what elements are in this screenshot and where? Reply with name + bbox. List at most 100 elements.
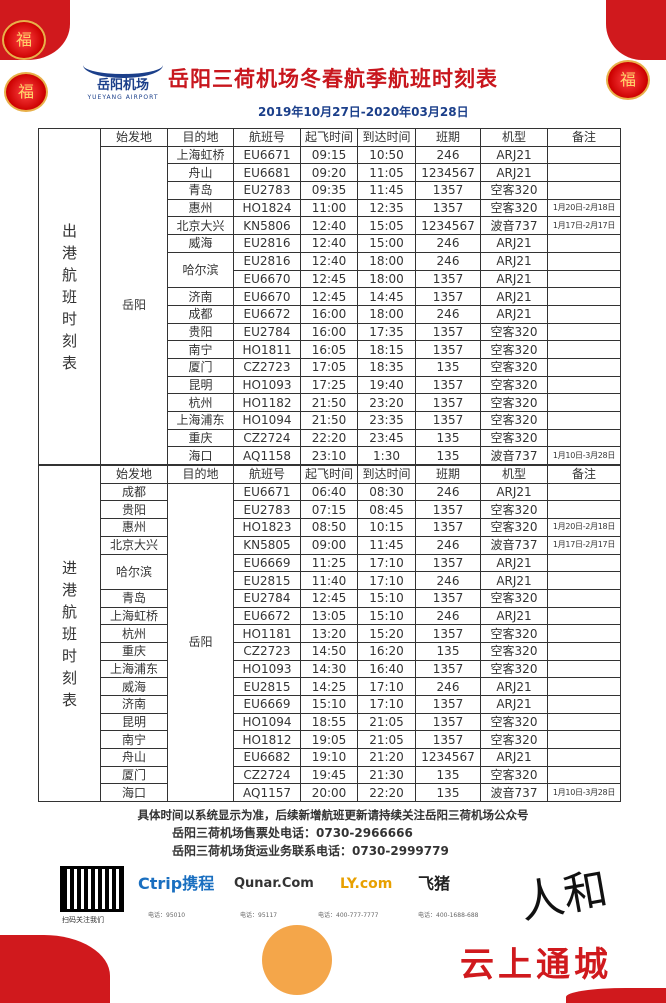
qr-code[interactable] (60, 866, 124, 912)
cell: HO1094 (233, 712, 301, 732)
city-cell: 杭州 (100, 624, 168, 643)
decoration-bottom-right (566, 988, 666, 1003)
city-cell: 重庆 (167, 428, 234, 448)
table-row: 重庆 CZ2724 22:20 23:45 135 空客320 (39, 428, 621, 448)
cell: 16:20 (357, 641, 416, 661)
column-header: 航班号 (233, 465, 301, 484)
partner-ly-logo: LY.com (340, 876, 393, 892)
lantern-char: 福 (15, 30, 32, 49)
table-row: 哈尔滨 EU2816 12:40 18:00 246 ARJ21 (39, 251, 621, 289)
cell: 1234567 (415, 748, 481, 767)
departures-table: 出港航班时刻表 始发地 目的地 航班号 起飞时间 到达时间 班期 机型 备注 岳阳 上海虹桥 EU66… (38, 127, 621, 466)
cell: 246 (415, 677, 481, 696)
cell: HO1823 (233, 518, 301, 537)
cell: 12:40 (300, 234, 358, 253)
cell: EU6671 (233, 145, 301, 165)
cell: 1357 (415, 518, 481, 537)
column-header: 始发地 (100, 128, 168, 147)
section-label: 进港航班时刻表 (38, 465, 101, 803)
cell: 1357 (415, 712, 481, 732)
city-cell: 上海虹桥 (167, 145, 234, 165)
cell: 246 (415, 251, 481, 271)
cell (547, 748, 621, 767)
cell (547, 606, 621, 626)
cell: 09:00 (300, 535, 358, 555)
cell: 08:50 (300, 518, 358, 537)
table-row: 杭州 HO1182 21:50 23:20 1357 空客320 (39, 393, 621, 412)
cell: 12:40 (300, 251, 358, 271)
cell: 16:00 (300, 322, 358, 342)
calligraphy: 人和 (516, 863, 612, 930)
cell: EU2784 (233, 588, 301, 608)
cell: EU2815 (233, 677, 301, 696)
cell (547, 588, 621, 608)
cell: 246 (415, 234, 481, 253)
city-cell: 杭州 (167, 393, 234, 412)
cell (547, 163, 621, 183)
cell: 09:35 (300, 181, 358, 200)
cell: 21:05 (357, 712, 416, 732)
cell: 21:50 (300, 393, 358, 412)
cell: 08:45 (357, 500, 416, 520)
cell (547, 428, 621, 448)
cell: 1357 (415, 375, 481, 395)
cell: 1月17日-2月17日 (547, 535, 621, 555)
table-row: 岳阳 上海虹桥 EU6671 09:15 10:50 246 ARJ21 (39, 145, 621, 466)
cell: ARJ21 (480, 269, 548, 289)
cell (547, 411, 621, 430)
table-row: 上海浦东 HO1093 14:30 16:40 1357 空客320 (39, 659, 621, 679)
cell: 20:00 (300, 783, 358, 803)
cell: ARJ21 (480, 163, 548, 183)
cell: 1:30 (357, 446, 416, 466)
cell: ARJ21 (480, 748, 548, 767)
ticket-phone: 岳阳三荷机场售票处电话：0730-2966666 (172, 826, 413, 840)
cell: 135 (415, 765, 481, 785)
cell: 1月20日-2月18日 (547, 198, 621, 218)
cell: 21:30 (357, 765, 416, 785)
table-row: 青岛 EU2784 12:45 15:10 1357 空客320 (39, 588, 621, 608)
table-row: 北京大兴 KN5805 09:00 11:45 246 波音737 1月17日-2月17日 (39, 535, 621, 555)
cell: 09:20 (300, 163, 358, 183)
city-cell: 上海浦东 (100, 659, 168, 679)
table-row: 舟山 EU6682 19:10 21:20 1234567 ARJ21 (39, 748, 621, 767)
cell: 空客320 (480, 411, 548, 430)
cell: 17:10 (357, 553, 416, 573)
cell: 11:00 (300, 198, 358, 218)
cell: ARJ21 (480, 677, 548, 696)
cell: 波音737 (480, 216, 548, 236)
cell (547, 624, 621, 643)
cell (547, 287, 621, 306)
yueyang-cell: 岳阳 (100, 145, 168, 466)
table-row: 哈尔滨 EU6669 11:25 17:10 1357 ARJ21 (39, 553, 621, 590)
partner-phone: 电话：95117 (240, 912, 278, 919)
column-header: 到达时间 (357, 465, 416, 484)
table-row: 成都 岳阳 EU6671 06:40 08:30 246 ARJ21 (39, 482, 621, 803)
cell: 1357 (415, 411, 481, 430)
date-range: 2019年10月27日-2020年03月28日 (258, 105, 469, 119)
cell: HO1812 (233, 730, 301, 750)
city-cell: 威海 (167, 234, 234, 253)
city-cell: 上海虹桥 (100, 606, 168, 626)
cell: EU6681 (233, 163, 301, 183)
cell: 空客320 (480, 730, 548, 750)
cell: 13:20 (300, 624, 358, 643)
cell: EU6670 (233, 287, 301, 306)
cell: 11:40 (300, 571, 358, 590)
header-row: 进港航班时刻表 始发地 目的地 航班号 起飞时间 到达时间 班期 机型 备注 (38, 465, 621, 803)
lantern-icon: 福 (606, 60, 650, 100)
cell: 19:45 (300, 765, 358, 785)
cell (547, 322, 621, 342)
cell: KN5806 (233, 216, 301, 236)
city-cell: 北京大兴 (167, 216, 234, 236)
header-row: 出港航班时刻表 始发地 目的地 航班号 起飞时间 到达时间 班期 机型 备注 (38, 127, 621, 466)
cell: ARJ21 (480, 145, 548, 165)
table-row: 济南 EU6669 15:10 17:10 1357 ARJ21 (39, 695, 621, 714)
cell: EU6670 (233, 269, 301, 289)
cell: 18:55 (300, 712, 358, 732)
column-header: 机型 (480, 128, 548, 147)
city-cell: 南宁 (100, 730, 168, 750)
cell: 1357 (415, 287, 481, 306)
city-cell: 成都 (167, 304, 234, 324)
section-label-text: 进港航班时刻表 (61, 558, 77, 709)
cell: 1357 (415, 659, 481, 679)
